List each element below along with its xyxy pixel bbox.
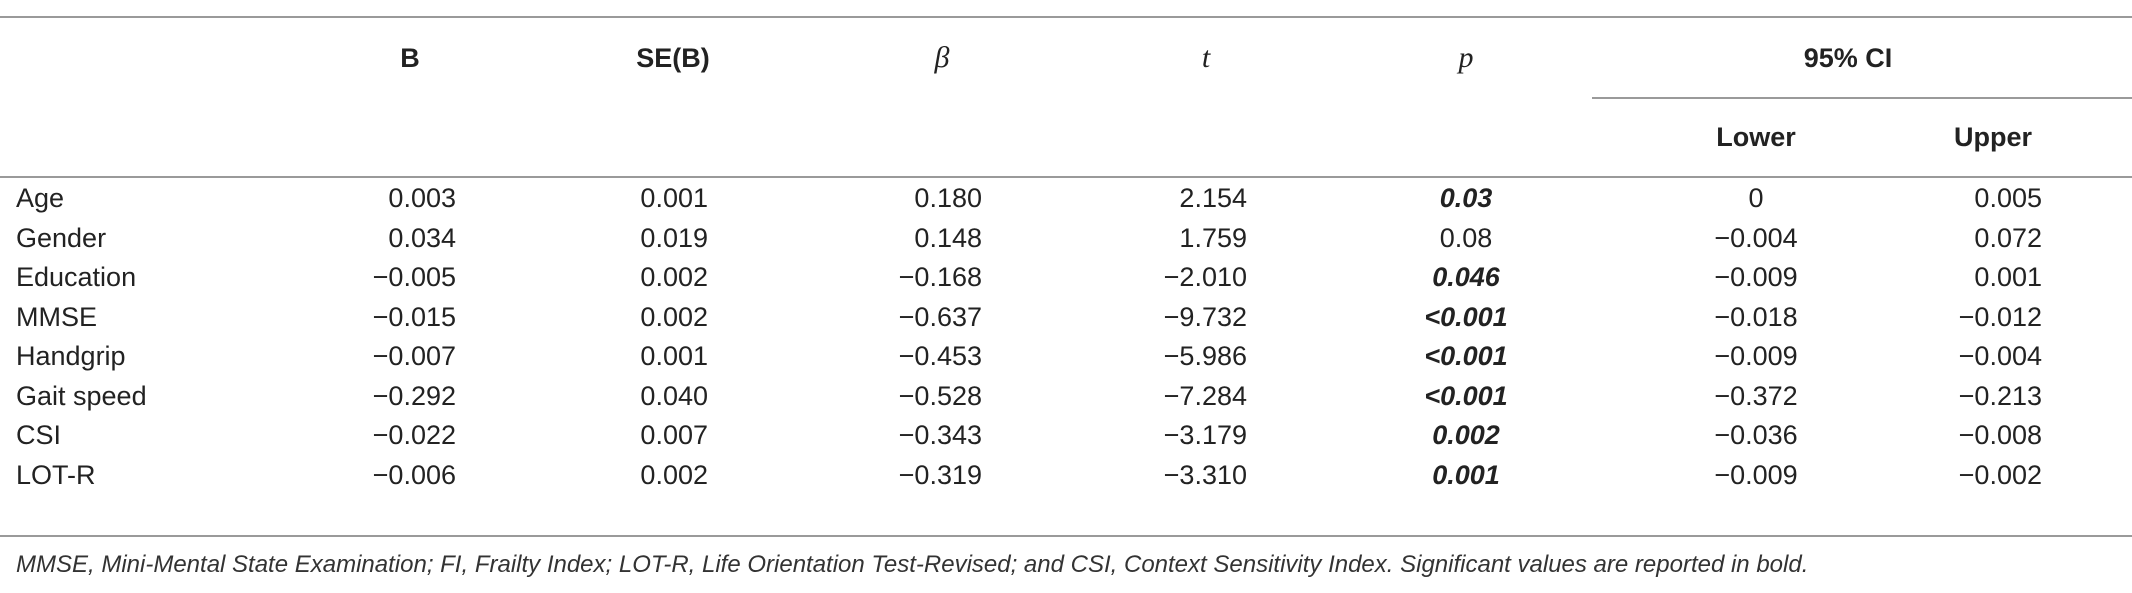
row-label: Gait speed [16, 380, 147, 411]
cell-t: −5.986 [1163, 341, 1247, 371]
cell-lower: −0.372 [1714, 380, 1798, 411]
header-p: p [1458, 41, 1474, 74]
cell-upper: −0.004 [1958, 341, 2042, 371]
cell-t: −9.732 [1163, 301, 1247, 332]
cell-lower: −0.004 [1714, 222, 1798, 253]
header-ci: 95% CI [1803, 43, 1893, 73]
cell-seb: 0.007 [640, 420, 708, 450]
cell-beta: −0.528 [898, 380, 982, 411]
cell-beta: −0.637 [898, 301, 982, 332]
row-label: Age [16, 183, 65, 213]
table-top-rule [0, 16, 2132, 18]
cell-p: 0.03 [1439, 183, 1493, 213]
cell-lower: −0.036 [1714, 420, 1798, 450]
cell-b: 0.034 [388, 222, 456, 253]
cell-upper: 0.005 [1974, 183, 2042, 213]
cell-beta: −0.343 [898, 420, 982, 450]
cell-b: −0.006 [372, 459, 456, 490]
cell-lower: −0.009 [1714, 341, 1798, 371]
cell-beta: 0.180 [914, 183, 982, 213]
row-label: MMSE [16, 301, 97, 332]
cell-beta: −0.453 [898, 341, 982, 371]
cell-t: −3.310 [1163, 459, 1247, 490]
cell-upper: −0.213 [1958, 380, 2042, 411]
header-t: t [1201, 41, 1211, 74]
cell-upper: −0.012 [1958, 301, 2042, 332]
cell-seb: 0.001 [640, 183, 708, 213]
header-upper: Upper [1953, 122, 2033, 152]
cell-seb: 0.019 [640, 222, 708, 253]
header-b: B [400, 43, 420, 73]
cell-p: 0.08 [1439, 222, 1493, 253]
cell-t: 1.759 [1179, 222, 1247, 253]
cell-b: −0.015 [372, 301, 456, 332]
table-footnote: MMSE, Mini-Mental State Examination; FI,… [16, 551, 1809, 578]
cell-lower: 0 [1748, 183, 1764, 213]
cell-lower: −0.009 [1714, 262, 1798, 292]
cell-t: 2.154 [1179, 183, 1247, 213]
cell-upper: 0.072 [1974, 222, 2042, 253]
cell-seb: 0.002 [640, 301, 708, 332]
cell-upper: 0.001 [1974, 262, 2042, 292]
row-label: Education [16, 262, 137, 292]
cell-p: <0.001 [1424, 301, 1508, 332]
cell-beta: −0.319 [898, 459, 982, 490]
header-lower: Lower [1716, 122, 1796, 152]
row-label: Handgrip [16, 341, 126, 371]
cell-beta: −0.168 [898, 262, 982, 292]
cell-seb: 0.002 [640, 459, 708, 490]
header-seb: SE(B) [636, 43, 710, 73]
cell-b: −0.007 [372, 341, 456, 371]
cell-p: 0.001 [1432, 459, 1500, 490]
cell-upper: −0.002 [1958, 459, 2042, 490]
row-label: LOT-R [16, 459, 96, 490]
cell-seb: 0.040 [640, 380, 708, 411]
cell-p: <0.001 [1424, 380, 1508, 411]
cell-beta: 0.148 [914, 222, 982, 253]
row-label: Gender [16, 222, 107, 253]
cell-seb: 0.001 [640, 341, 708, 371]
cell-lower: −0.009 [1714, 459, 1798, 490]
table-bottom-rule [0, 535, 2132, 537]
cell-upper: −0.008 [1958, 420, 2042, 450]
cell-t: −7.284 [1163, 380, 1247, 411]
cell-t: −2.010 [1163, 262, 1247, 292]
row-label: CSI [16, 420, 62, 450]
header-beta: β [934, 41, 950, 74]
cell-p: 0.002 [1432, 420, 1500, 450]
cell-b: −0.292 [372, 380, 456, 411]
cell-seb: 0.002 [640, 262, 708, 292]
ci-header-rule [1592, 97, 2132, 99]
cell-b: 0.003 [388, 183, 456, 213]
cell-lower: −0.018 [1714, 301, 1798, 332]
cell-p: <0.001 [1424, 341, 1508, 371]
table-header-rule [0, 176, 2132, 178]
cell-b: −0.022 [372, 420, 456, 450]
cell-t: −3.179 [1163, 420, 1247, 450]
cell-p: 0.046 [1432, 262, 1500, 292]
cell-b: −0.005 [372, 262, 456, 292]
